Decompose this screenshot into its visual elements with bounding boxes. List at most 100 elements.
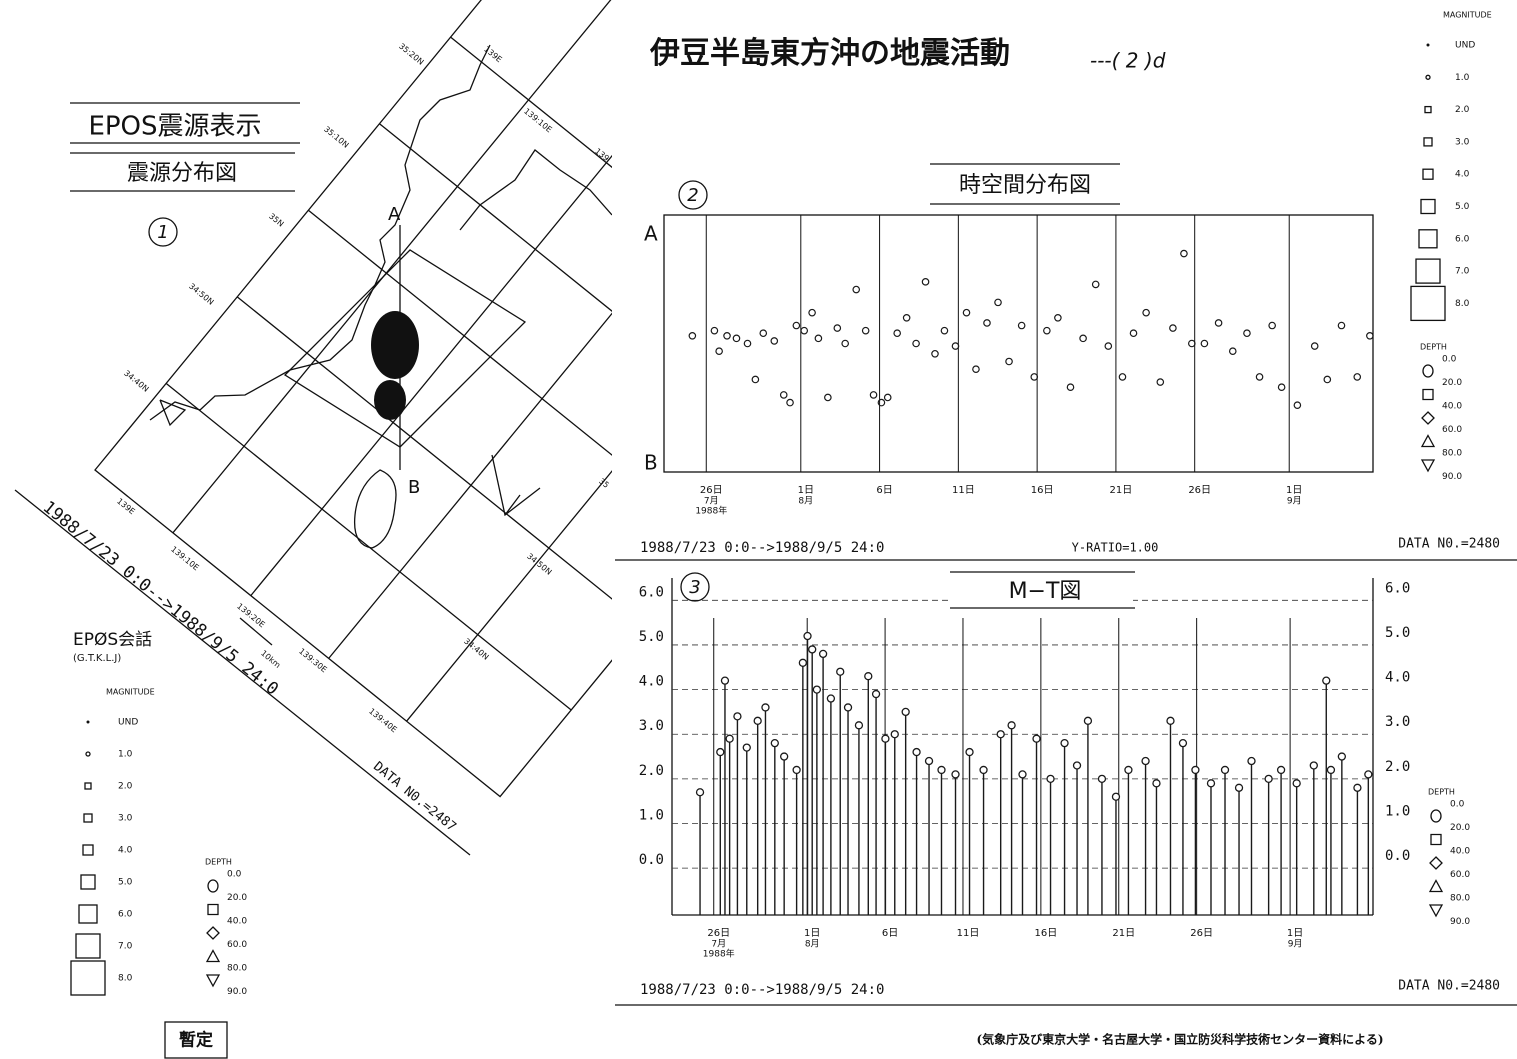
data-point bbox=[1043, 326, 1051, 335]
legend-label: 80.0 bbox=[1442, 449, 1462, 459]
stem-point bbox=[996, 730, 1005, 915]
legend-title: DEPTH bbox=[1428, 788, 1455, 797]
data-point bbox=[852, 285, 861, 294]
data-point bbox=[902, 313, 911, 322]
section-box bbox=[283, 249, 527, 448]
stem-head bbox=[1276, 765, 1286, 775]
legend-label: 3.0 bbox=[118, 814, 133, 824]
x-tick-sublabel: 7月 bbox=[704, 496, 719, 507]
stem-point bbox=[1141, 756, 1150, 915]
data-point bbox=[1255, 373, 1264, 381]
stem-point bbox=[1234, 783, 1244, 915]
stem-head bbox=[1309, 761, 1318, 770]
stem-head bbox=[1018, 770, 1027, 779]
map-coordinate-label: 34:50N bbox=[525, 552, 553, 577]
map-coordinate-label: 139:10E bbox=[522, 107, 553, 135]
stem-head bbox=[1111, 792, 1121, 801]
data-point bbox=[1228, 347, 1237, 356]
data-point bbox=[759, 329, 768, 338]
data-point bbox=[1293, 401, 1302, 409]
epicenter-cluster bbox=[374, 380, 406, 420]
map-coordinate-label: 35N bbox=[267, 212, 285, 229]
data-point bbox=[1104, 342, 1113, 350]
map-subtitle: 震源分布図 bbox=[127, 161, 237, 186]
stem-point bbox=[798, 658, 808, 915]
data-point bbox=[983, 319, 991, 327]
legend-symbol bbox=[80, 874, 96, 890]
stem-point bbox=[890, 730, 899, 915]
x-tick-label: 21日 bbox=[1110, 485, 1133, 496]
y-tick-label: 2.0 bbox=[639, 763, 664, 779]
chart: 0.0 0.0 1.0 1.0 2.0 2.0 3.0 3.0 4.0 4.0 5.0 5.0 6.0 6… bbox=[639, 571, 1500, 998]
legend-symbol bbox=[1420, 459, 1436, 473]
legend-symbol bbox=[1422, 168, 1434, 180]
data-point bbox=[1180, 249, 1188, 258]
stem-point bbox=[812, 685, 822, 915]
data-point bbox=[1353, 373, 1362, 381]
data-point bbox=[1030, 373, 1039, 381]
data-point bbox=[869, 391, 878, 399]
grid-frame bbox=[94, 0, 612, 798]
legend-symbol bbox=[70, 960, 106, 996]
legend-label: 6.0 bbox=[1455, 234, 1470, 244]
stem-head bbox=[742, 743, 751, 752]
data-point bbox=[723, 331, 731, 340]
stem-point bbox=[1178, 739, 1188, 915]
stem-point bbox=[854, 721, 864, 915]
stem-head bbox=[1032, 734, 1041, 743]
stem-point bbox=[1247, 756, 1256, 915]
x-tick-label: 6日 bbox=[882, 928, 898, 939]
data-point bbox=[994, 298, 1002, 307]
legend-symbol bbox=[1420, 434, 1436, 448]
data-point bbox=[1214, 319, 1223, 327]
stem-head bbox=[695, 788, 705, 797]
data-point bbox=[715, 347, 723, 356]
legend-label: UND bbox=[118, 718, 138, 728]
chart-period: 1988/7/23 0:0-->1988/9/5 24:0 bbox=[640, 540, 884, 556]
title-bg bbox=[952, 574, 1133, 606]
stem-point bbox=[1220, 765, 1230, 915]
x-tick-label: 1日 bbox=[1286, 485, 1302, 496]
stem-point bbox=[1097, 774, 1107, 915]
stem-point bbox=[695, 788, 705, 915]
map-coordinate-label: 139:10E bbox=[169, 545, 200, 573]
legend-title: DEPTH bbox=[1420, 343, 1447, 352]
stem-head bbox=[996, 730, 1005, 739]
legend-label: 1.0 bbox=[1455, 73, 1470, 83]
data-point bbox=[962, 308, 971, 317]
stem-point bbox=[1326, 765, 1336, 915]
stem-point bbox=[912, 747, 921, 915]
stem-point bbox=[725, 734, 734, 915]
map bbox=[94, 0, 612, 798]
chart-title: 時空間分布図 bbox=[959, 173, 1091, 198]
data-point bbox=[893, 329, 901, 338]
map-title: EPOS震源表示 bbox=[88, 112, 261, 142]
stem-point bbox=[1007, 721, 1016, 915]
stem-point bbox=[1206, 779, 1216, 915]
legend-title: MAGNITUDE bbox=[1443, 11, 1492, 20]
stem-point bbox=[753, 716, 762, 915]
y-tick-label: 4.0 bbox=[639, 674, 664, 690]
stem-point bbox=[1018, 770, 1027, 915]
stem-point bbox=[979, 765, 988, 915]
stem-point bbox=[924, 756, 934, 915]
stem-point bbox=[733, 712, 742, 915]
stem-point bbox=[1364, 770, 1373, 915]
stem-head bbox=[951, 770, 960, 779]
data-point bbox=[1005, 357, 1013, 366]
data-point bbox=[1188, 339, 1196, 348]
stem-point bbox=[720, 676, 730, 915]
legend-label: 4.0 bbox=[118, 846, 133, 856]
epicenter-cluster bbox=[371, 311, 419, 379]
data-point bbox=[921, 278, 930, 286]
chart-number: 2 bbox=[687, 185, 698, 206]
number-circle bbox=[680, 572, 710, 602]
stem-point bbox=[871, 689, 881, 915]
x-tick-label: 26日 bbox=[700, 485, 723, 496]
stem-point bbox=[951, 770, 960, 915]
map-coordinate-label: 139:30E bbox=[297, 647, 328, 675]
data-point bbox=[688, 331, 697, 340]
stem-head bbox=[890, 730, 899, 739]
coastline bbox=[159, 399, 187, 427]
